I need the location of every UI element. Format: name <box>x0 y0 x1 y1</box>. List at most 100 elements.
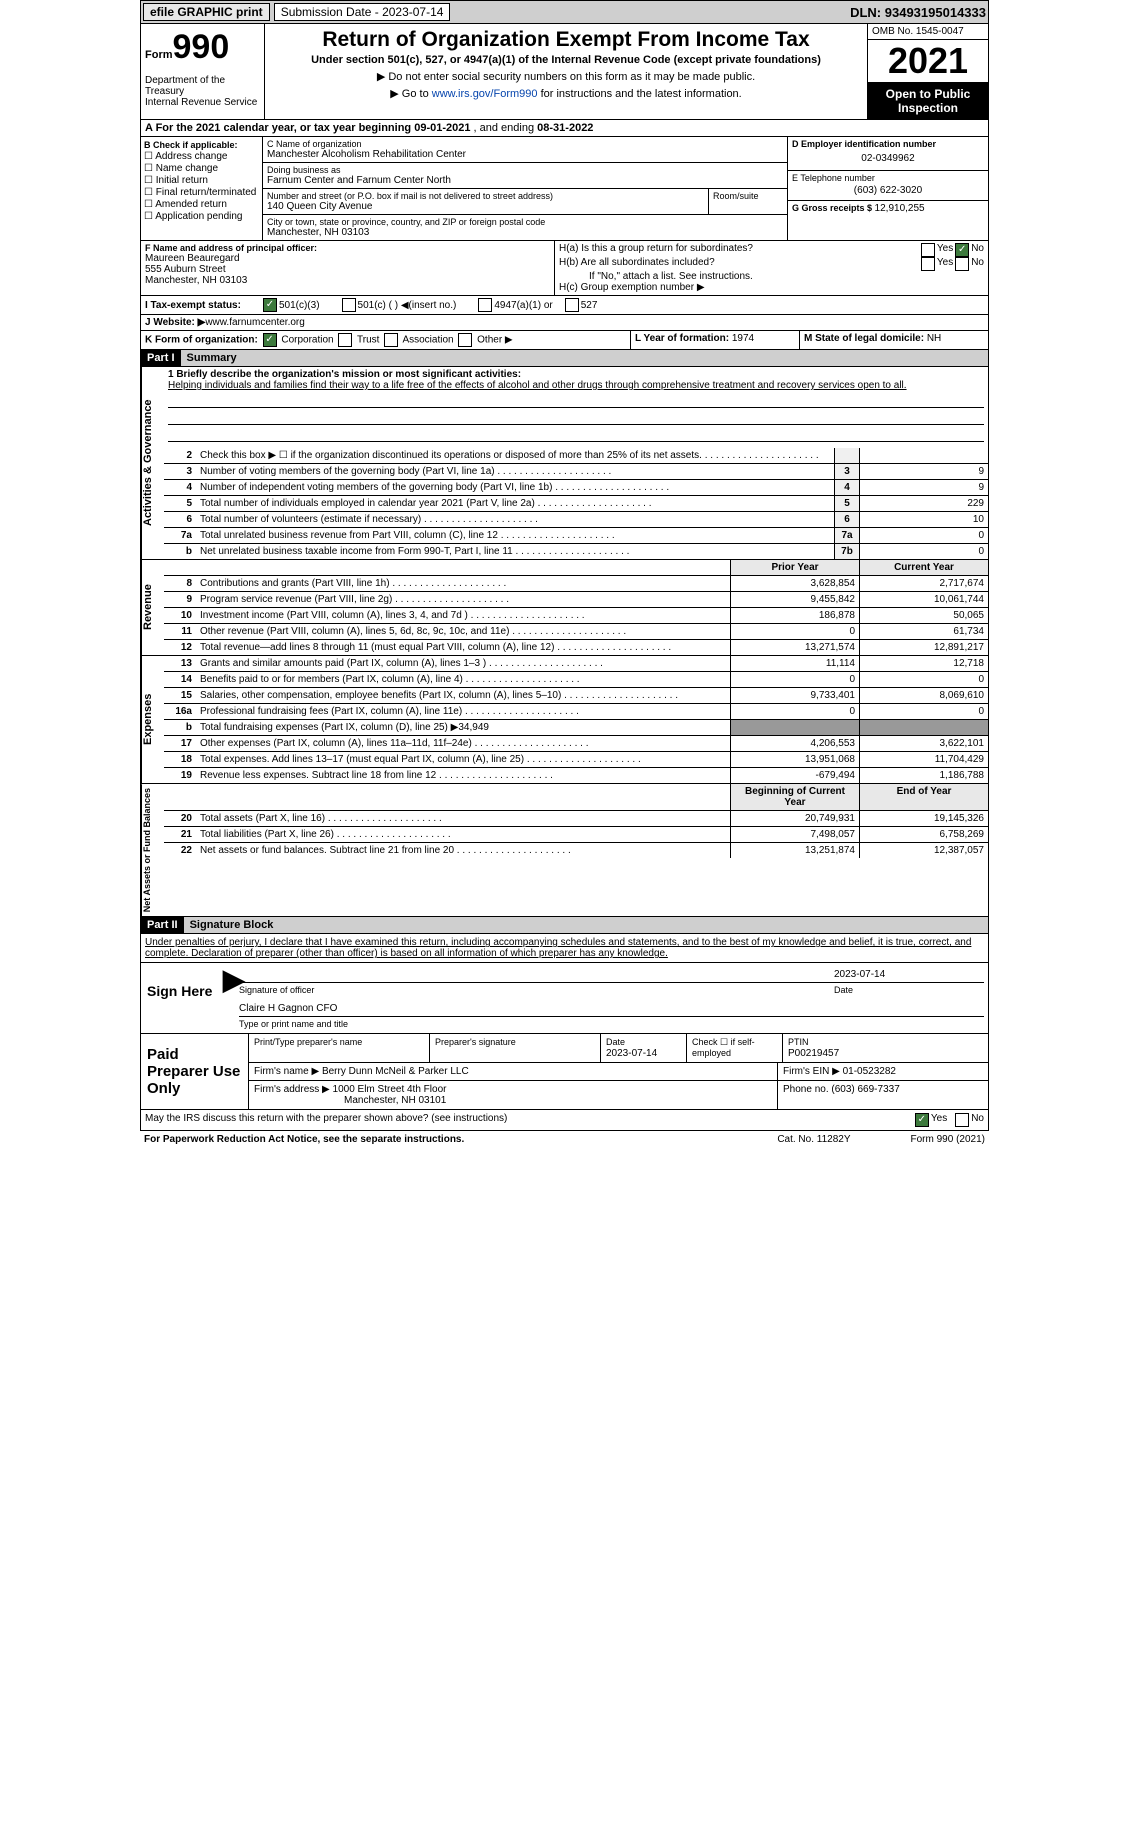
section-b-label: B Check if applicable: <box>144 140 259 150</box>
activities-governance: Activities & Governance 1 Briefly descri… <box>140 367 989 560</box>
form-ref: Form 990 (2021) <box>911 1134 985 1145</box>
form-note-2: ▶ Go to www.irs.gov/Form990 for instruct… <box>273 87 859 100</box>
sidebar-ag: Activities & Governance <box>141 367 164 559</box>
sidebar-net: Net Assets or Fund Balances <box>141 784 164 916</box>
dept-label: Department of the Treasury Internal Reve… <box>145 75 260 108</box>
summary-line: 16aProfessional fundraising fees (Part I… <box>164 704 988 720</box>
dba-label: Doing business as <box>267 165 783 175</box>
dln: DLN: 93493195014333 <box>850 5 986 20</box>
summary-line: 11Other revenue (Part VIII, column (A), … <box>164 624 988 640</box>
irs-link[interactable]: www.irs.gov/Form990 <box>432 88 538 100</box>
gross-label: G Gross receipts $ <box>792 203 875 213</box>
sidebar-exp: Expenses <box>141 656 164 783</box>
ein-label: D Employer identification number <box>792 139 984 149</box>
summary-line: 2Check this box ▶ ☐ if the organization … <box>164 448 988 464</box>
summary-line: 20Total assets (Part X, line 16)20,749,9… <box>164 811 988 827</box>
summary-line: 12Total revenue—add lines 8 through 11 (… <box>164 640 988 655</box>
footer-row: For Paperwork Reduction Act Notice, see … <box>140 1131 989 1148</box>
summary-line: 18Total expenses. Add lines 13–17 (must … <box>164 752 988 768</box>
summary-line: 17Other expenses (Part IX, column (A), l… <box>164 736 988 752</box>
ha-label: H(a) Is this a group return for subordin… <box>559 243 919 257</box>
summary-line: 4Number of independent voting members of… <box>164 480 988 496</box>
summary-line: 15Salaries, other compensation, employee… <box>164 688 988 704</box>
arrow-icon: ▶ <box>223 963 235 1033</box>
tax-year: 2021 <box>868 40 988 83</box>
street-label: Number and street (or P.O. box if mail i… <box>267 191 704 201</box>
sign-here-block: Sign Here ▶ 2023-07-14 Signature of offi… <box>140 963 989 1034</box>
summary-line: 3Number of voting members of the governi… <box>164 464 988 480</box>
print-name-label: Type or print name and title <box>239 1019 984 1029</box>
ha-yes-check[interactable] <box>921 243 935 257</box>
hb-label: H(b) Are all subordinates included? <box>559 257 919 271</box>
top-bar: efile GRAPHIC print Submission Date - 20… <box>140 0 989 24</box>
i-501c3-check[interactable] <box>263 298 277 312</box>
summary-line: 6Total number of volunteers (estimate if… <box>164 512 988 528</box>
officer-addr2: Manchester, NH 03103 <box>145 275 550 286</box>
officer-print-name: Claire H Gagnon CFO <box>239 1001 984 1017</box>
expenses-block: Expenses 13Grants and similar amounts pa… <box>140 656 989 784</box>
cat-no: Cat. No. 11282Y <box>777 1134 850 1145</box>
open-inspection: Open to Public Inspection <box>868 83 988 119</box>
check-name-change[interactable]: ☐ Name change <box>144 163 259 174</box>
city-value: Manchester, NH 03103 <box>267 227 783 238</box>
part1-header: Part ISummary <box>140 350 989 367</box>
col-prior-year: Prior Year <box>730 560 859 575</box>
org-form-row: K Form of organization: Corporation Trus… <box>140 331 989 350</box>
form-title: Return of Organization Exempt From Incom… <box>273 28 859 52</box>
section-b-block: B Check if applicable: ☐ Address change … <box>140 137 989 241</box>
discuss-yes-check[interactable] <box>915 1113 929 1127</box>
k-other-check[interactable] <box>458 333 472 347</box>
summary-line: 8Contributions and grants (Part VIII, li… <box>164 576 988 592</box>
discuss-no-check[interactable] <box>955 1113 969 1127</box>
col-boy: Beginning of Current Year <box>730 784 859 810</box>
website-value: www.farnumcenter.org <box>205 317 305 328</box>
form-subtitle: Under section 501(c), 527, or 4947(a)(1)… <box>273 54 859 66</box>
check-pending[interactable]: ☐ Application pending <box>144 211 259 222</box>
officer-name: Maureen Beauregard <box>145 253 550 264</box>
hb-note: If "No," attach a list. See instructions… <box>559 271 984 282</box>
i-4947-check[interactable] <box>478 298 492 312</box>
ein-value: 02-0349962 <box>792 149 984 168</box>
gross-value: 12,910,255 <box>875 203 925 214</box>
mission-line: 1 Briefly describe the organization's mi… <box>164 367 988 448</box>
form-note-1: ▶ Do not enter social security numbers o… <box>273 70 859 83</box>
col-eoy: End of Year <box>859 784 988 810</box>
summary-line: 21Total liabilities (Part X, line 26)7,4… <box>164 827 988 843</box>
hc-label: H(c) Group exemption number ▶ <box>559 282 984 293</box>
penalties-text: Under penalties of perjury, I declare th… <box>140 934 989 963</box>
form-label: Form <box>145 49 173 61</box>
summary-line: 10Investment income (Part VIII, column (… <box>164 608 988 624</box>
summary-line: 9Program service revenue (Part VIII, lin… <box>164 592 988 608</box>
efile-print-button[interactable]: efile GRAPHIC print <box>143 3 270 21</box>
city-label: City or town, state or province, country… <box>267 217 783 227</box>
section-f-h: F Name and address of principal officer:… <box>140 241 989 296</box>
hb-no-check[interactable] <box>955 257 969 271</box>
sidebar-rev: Revenue <box>141 560 164 655</box>
netassets-block: Net Assets or Fund Balances Beginning of… <box>140 784 989 917</box>
k-corp-check[interactable] <box>263 333 277 347</box>
org-name: Manchester Alcoholism Rehabilitation Cen… <box>267 149 783 160</box>
i-501c-check[interactable] <box>342 298 356 312</box>
phone-value: (603) 622-3020 <box>792 183 984 198</box>
check-initial-return[interactable]: ☐ Initial return <box>144 175 259 186</box>
room-label: Room/suite <box>713 191 783 201</box>
check-address-change[interactable]: ☐ Address change <box>144 151 259 162</box>
hb-yes-check[interactable] <box>921 257 935 271</box>
ha-no-check[interactable] <box>955 243 969 257</box>
sig-officer-label: Signature of officer <box>239 985 834 995</box>
k-assoc-check[interactable] <box>384 333 398 347</box>
summary-line: 7aTotal unrelated business revenue from … <box>164 528 988 544</box>
submission-date: Submission Date - 2023-07-14 <box>274 3 451 21</box>
date-label: Date <box>834 985 984 995</box>
discuss-row: May the IRS discuss this return with the… <box>140 1110 989 1131</box>
org-name-label: C Name of organization <box>267 139 783 149</box>
i-527-check[interactable] <box>565 298 579 312</box>
section-a: A For the 2021 calendar year, or tax yea… <box>140 120 989 137</box>
summary-line: 19Revenue less expenses. Subtract line 1… <box>164 768 988 783</box>
officer-addr1: 555 Auburn Street <box>145 264 550 275</box>
k-trust-check[interactable] <box>338 333 352 347</box>
check-final-return[interactable]: ☐ Final return/terminated <box>144 187 259 198</box>
summary-line: 13Grants and similar amounts paid (Part … <box>164 656 988 672</box>
check-amended[interactable]: ☐ Amended return <box>144 199 259 210</box>
omb-number: OMB No. 1545-0047 <box>868 24 988 40</box>
